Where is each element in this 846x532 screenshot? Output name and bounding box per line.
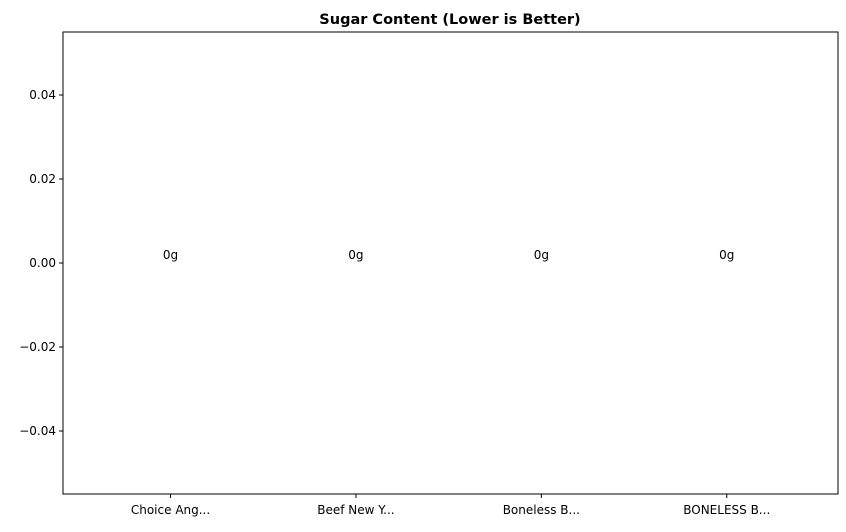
data-label: 0g: [534, 248, 549, 262]
y-tick-label: 0.00: [29, 256, 56, 270]
data-label: 0g: [163, 248, 178, 262]
data-label: 0g: [719, 248, 734, 262]
y-tick-label: 0.04: [29, 88, 56, 102]
x-tick-label: Boneless B...: [503, 503, 580, 517]
y-tick-label: −0.04: [19, 424, 56, 438]
x-tick-label: BONELESS B...: [683, 503, 770, 517]
x-tick-label: Choice Ang...: [131, 503, 210, 517]
y-tick-label: 0.02: [29, 172, 56, 186]
chart-title: Sugar Content (Lower is Better): [319, 12, 580, 28]
plot-area-frame: [62, 31, 839, 495]
y-tick-label: −0.02: [19, 340, 56, 354]
x-tick-label: Beef New Y...: [317, 503, 394, 517]
data-label: 0g: [348, 248, 363, 262]
